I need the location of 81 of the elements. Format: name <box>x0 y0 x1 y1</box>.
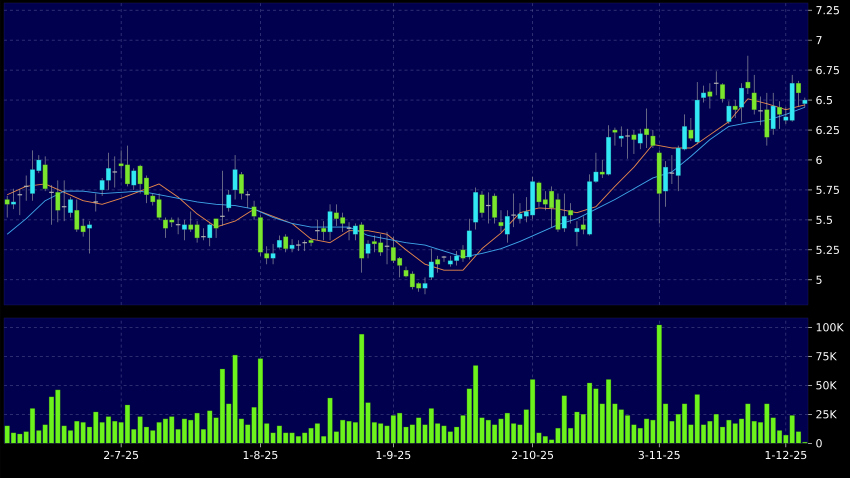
candlestick <box>328 204 332 241</box>
candlestick <box>200 228 206 241</box>
candlestick <box>650 130 656 148</box>
candlestick <box>314 220 320 241</box>
candlestick <box>498 210 504 232</box>
y-tick-label: 5.25 <box>816 246 839 254</box>
candlestick <box>562 193 567 232</box>
candlestick <box>770 92 776 136</box>
y-tick-label: 75K <box>816 352 837 360</box>
candlestick <box>252 200 256 220</box>
candlestick <box>580 216 586 235</box>
y-tick-label: 7 <box>816 36 822 44</box>
candlestick <box>346 222 352 241</box>
x-tick-label: 1-12-25 <box>766 450 806 460</box>
candlestick <box>638 128 643 150</box>
y-tick-label: 100K <box>816 323 844 332</box>
candlestick <box>688 118 694 142</box>
candlestick <box>600 160 605 178</box>
candlestick <box>48 184 54 225</box>
candlestick <box>226 190 232 212</box>
candlestick <box>745 55 750 94</box>
x-tick-label: 2-10-25 <box>512 450 554 460</box>
candlestick <box>214 218 219 238</box>
candlestick <box>504 210 510 243</box>
candlestick <box>232 154 238 200</box>
candlestick <box>707 82 712 109</box>
y-tick-label: 0 <box>816 439 822 448</box>
candlestick <box>11 188 16 210</box>
candlestick <box>720 82 725 103</box>
candlestick <box>574 220 580 247</box>
candlestick <box>701 85 706 103</box>
candlestick <box>270 244 276 265</box>
candlestick <box>568 202 574 224</box>
candlestick <box>739 82 744 122</box>
y-tick-label: 5.5 <box>816 216 832 224</box>
candlestick <box>4 196 10 218</box>
y-tick-label: 6.5 <box>816 96 832 104</box>
candlestick <box>802 97 808 108</box>
candlestick <box>42 156 48 192</box>
y-tick-label: 25K <box>816 410 837 418</box>
candlestick <box>276 235 282 249</box>
candlestick <box>644 108 650 148</box>
candlestick <box>384 232 390 265</box>
y-tick-label: 6 <box>816 156 822 164</box>
candlestick <box>758 96 764 126</box>
candlestick <box>16 188 23 216</box>
candlestick <box>752 74 757 115</box>
candlestick <box>238 172 244 200</box>
x-tick-label: 1-9-25 <box>376 450 410 460</box>
candlestick <box>428 248 434 280</box>
y-tick-label: 6.25 <box>816 126 839 134</box>
x-tick-label: 3-11-25 <box>638 450 680 460</box>
y-tick-label: 7.25 <box>816 6 839 14</box>
candlestick <box>732 100 738 118</box>
y-tick-label: 5 <box>816 276 822 284</box>
candlestick <box>87 220 92 254</box>
candlestick <box>435 256 440 273</box>
x-tick-label: 1-8-25 <box>244 450 278 460</box>
candlestick <box>796 80 801 106</box>
candlestick <box>441 256 447 262</box>
candlestick <box>175 217 181 235</box>
candlestick <box>244 190 251 208</box>
candlestick <box>302 240 308 252</box>
candlestick <box>422 277 428 294</box>
candlestick <box>61 180 68 222</box>
candlestick <box>460 244 466 262</box>
x-tick-label: 2-7-25 <box>104 450 138 460</box>
candlestick <box>220 170 226 226</box>
candlestick <box>264 246 270 265</box>
candlestick <box>23 175 30 202</box>
y-tick-label: 50K <box>816 381 837 390</box>
candlestick <box>612 127 618 146</box>
y-tick-label: 5.75 <box>816 186 839 194</box>
candlestick <box>283 234 288 253</box>
candlestick <box>726 100 732 124</box>
candlestick <box>366 240 370 259</box>
y-tick-label: 6.75 <box>816 66 839 74</box>
candlestick <box>713 70 720 96</box>
candlestick <box>669 154 675 184</box>
candlestick <box>131 168 136 190</box>
candlestick <box>777 100 782 130</box>
